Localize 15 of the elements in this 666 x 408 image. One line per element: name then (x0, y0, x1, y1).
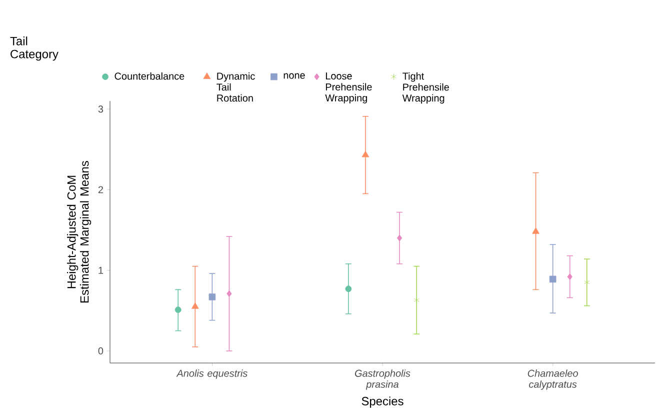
x-axis-title: Species (362, 396, 404, 408)
x-tick-label: Chamaeleo calyptratus (528, 370, 578, 390)
legend-label: Tight Prehensile Wrapping (402, 72, 449, 104)
y-tick-label: 2 (98, 186, 103, 194)
y-tick-label: 3 (98, 106, 104, 113)
legend-label: Loose Prehensile Wrapping (325, 72, 372, 104)
legend-label: Dynamic Tail Rotation (216, 72, 255, 102)
legend-label: none (284, 73, 305, 79)
legend-label: Counterbalance (114, 72, 184, 80)
y-axis-title: Height-Adjusted CoM Estimated Marginal Means (67, 161, 92, 302)
legend-title: Tail Category (10, 36, 58, 61)
x-tick-label: Anolis equestris (176, 370, 248, 379)
x-tick-label: Gastropholis prasina (355, 370, 410, 390)
y-tick-label: 1 (98, 266, 104, 274)
y-tick-label: 0 (98, 347, 104, 354)
